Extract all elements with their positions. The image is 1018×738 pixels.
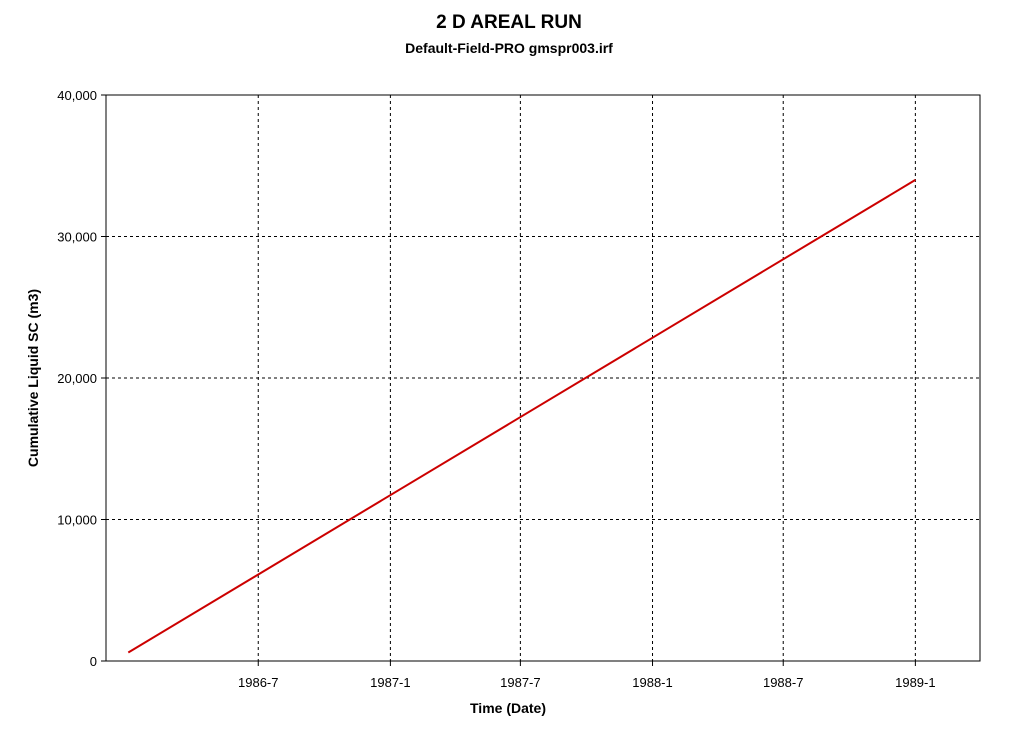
- grid: [106, 95, 980, 661]
- chart-title: 2 D AREAL RUN: [436, 12, 582, 33]
- y-tick-label: 30,000: [57, 230, 97, 245]
- chart-subtitle: Default-Field-PRO gmspr003.irf: [405, 40, 613, 56]
- y-tick-label: 20,000: [57, 371, 97, 386]
- y-tick-label: 10,000: [57, 513, 97, 528]
- series-line: [127, 179, 916, 654]
- y-axis-label: Cumulative Liquid SC (m3): [25, 289, 41, 467]
- y-tick-label: 0: [90, 654, 97, 669]
- axis-ticks: 1986-7 1987-1 1987-7 1988-1 1988-7 1989-1 0 10,…: [57, 88, 935, 690]
- x-tick-label: 1986-7: [238, 675, 278, 690]
- plot-area-frame: [105, 94, 981, 662]
- x-tick-label: 1989-1: [895, 675, 935, 690]
- series-layer: [127, 179, 916, 654]
- y-tick-label: 40,000: [57, 88, 97, 103]
- x-tick-label: 1987-7: [500, 675, 540, 690]
- x-axis-label: Time (Date): [470, 700, 546, 716]
- x-tick-label: 1988-7: [763, 675, 803, 690]
- x-tick-label: 1988-1: [632, 675, 672, 690]
- x-tick-label: 1987-1: [370, 675, 410, 690]
